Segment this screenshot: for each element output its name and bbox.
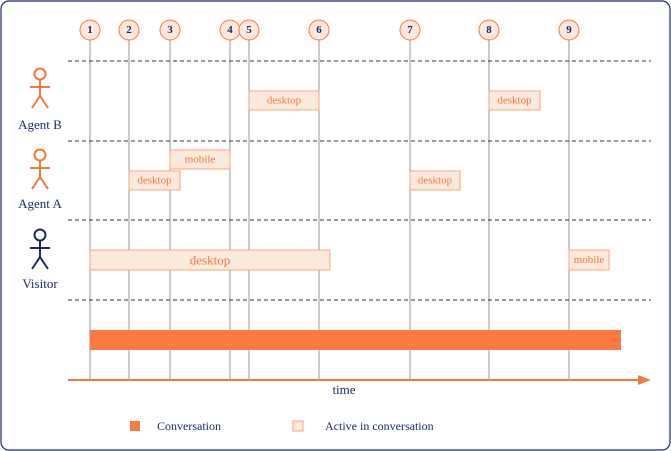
- segment-agent-a-1: desktop: [128, 170, 181, 191]
- time-marker-label: 7: [407, 24, 413, 36]
- time-marker-label: 3: [167, 24, 173, 36]
- segment-agent-b-1: desktop: [248, 90, 320, 111]
- time-marker-7: 7: [399, 19, 421, 41]
- segment-agent-a-mobile: mobile: [169, 149, 231, 170]
- time-marker-label: 8: [486, 24, 492, 36]
- person-icon: [30, 148, 50, 190]
- segment-label: mobile: [574, 254, 605, 266]
- time-markers: 1 2 3 4 5 6 7 8: [79, 19, 580, 41]
- time-marker-9: 9: [558, 19, 580, 41]
- person-icon: [30, 67, 50, 109]
- time-marker-8: 8: [478, 19, 500, 41]
- activity-segments: desktop desktop mobile desktop desktop d…: [89, 90, 610, 271]
- time-marker-1: 1: [79, 19, 101, 41]
- time-marker-label: 9: [566, 24, 572, 36]
- segment-label: mobile: [185, 154, 216, 166]
- conversation-bar: [90, 330, 621, 350]
- person-icon: [30, 228, 50, 270]
- legend-label: Conversation: [157, 419, 221, 433]
- actor-label: Visitor: [22, 276, 58, 291]
- time-marker-label: 6: [316, 24, 322, 36]
- actor-label: Agent B: [18, 117, 62, 132]
- conversation-swatch-icon: [130, 421, 140, 431]
- segment-agent-b-2: desktop: [488, 90, 541, 111]
- segment-label: desktop: [137, 175, 172, 187]
- legend-item-active: Active in conversation: [292, 419, 434, 433]
- time-marker-label: 4: [227, 24, 233, 36]
- segment-label: desktop: [418, 175, 453, 187]
- segment-label: desktop: [267, 95, 302, 107]
- arrow-right-icon: [638, 375, 651, 385]
- time-marker-2: 2: [118, 19, 140, 41]
- actor-visitor: Visitor: [22, 228, 58, 291]
- segment-agent-a-2: desktop: [409, 170, 461, 191]
- legend: Conversation Active in conversation: [130, 419, 434, 433]
- time-marker-label: 1: [87, 24, 93, 36]
- time-marker-label: 5: [246, 24, 252, 36]
- segment-visitor-1: desktop: [89, 249, 331, 271]
- time-axis: time: [68, 375, 651, 397]
- lane-separators: [68, 60, 651, 301]
- time-marker-4: 4: [219, 19, 241, 41]
- segment-label: desktop: [190, 253, 230, 268]
- time-marker-5: 5: [238, 19, 260, 41]
- time-axis-label: time: [332, 382, 355, 397]
- time-marker-6: 6: [308, 19, 330, 41]
- active-swatch-icon: [292, 420, 304, 432]
- legend-item-conversation: Conversation: [130, 419, 221, 433]
- time-marker-label: 2: [126, 24, 132, 36]
- time-marker-3: 3: [159, 19, 181, 41]
- legend-label: Active in conversation: [325, 419, 434, 433]
- actor-label: Agent A: [18, 196, 62, 211]
- actor-agent-b: Agent B: [18, 67, 62, 132]
- segment-label: desktop: [497, 95, 532, 107]
- segment-visitor-2: mobile: [568, 249, 610, 271]
- actor-agent-a: Agent A: [18, 148, 62, 211]
